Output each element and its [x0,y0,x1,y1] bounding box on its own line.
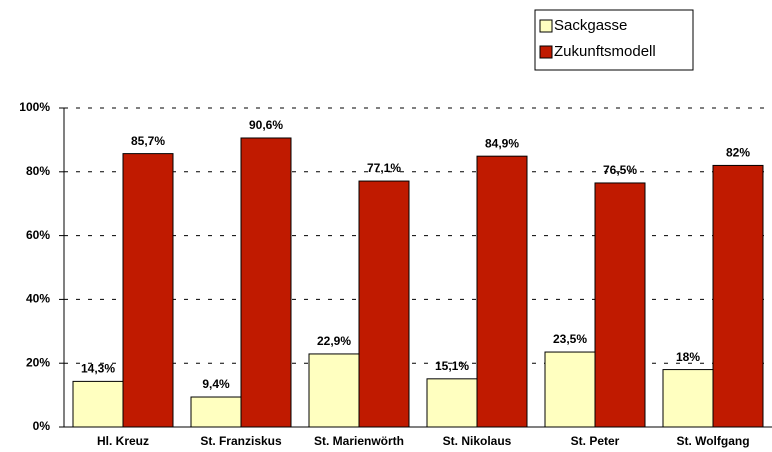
x-tick-label: Hl. Kreuz [97,434,149,448]
value-label: 9,4% [202,377,230,391]
value-label: 23,5% [553,332,587,346]
x-tick-label: St. Wolfgang [676,434,749,448]
value-label: 14,3% [81,362,115,376]
value-label: 15,1% [435,359,469,373]
bar [476,155,528,428]
bar [712,164,764,428]
x-tick-label: St. Marienwörth [314,434,404,448]
x-tick-label: St. Peter [571,434,620,448]
value-label: 82% [726,146,750,160]
value-label: 77,1% [367,161,401,175]
value-label: 90,6% [249,118,283,132]
bar [594,182,646,428]
bar [190,396,242,428]
bar [122,153,174,428]
legend-swatch [539,45,553,59]
legend-label: Zukunftsmodell [554,43,656,60]
bar [662,369,714,428]
y-tick-label: 100% [19,100,50,114]
x-tick-label: St. Nikolaus [443,434,512,448]
legend-label: Sackgasse [554,17,627,34]
bar [308,353,360,428]
value-label: 18% [676,350,700,364]
y-tick-label: 60% [26,228,50,242]
y-tick-label: 20% [26,355,50,369]
y-tick-label: 80% [26,164,50,178]
bar [240,137,292,428]
y-tick-label: 0% [33,419,51,433]
legend-box [534,9,694,71]
value-label: 84,9% [485,136,519,150]
bar [544,351,596,428]
value-label: 76,5% [603,163,637,177]
x-tick-label: St. Franziskus [200,434,282,448]
value-label: 22,9% [317,334,351,348]
bar [358,180,410,428]
bar [72,380,124,428]
y-tick-label: 40% [26,292,50,306]
value-label: 85,7% [131,134,165,148]
legend-swatch [539,19,553,33]
bar [426,378,478,428]
